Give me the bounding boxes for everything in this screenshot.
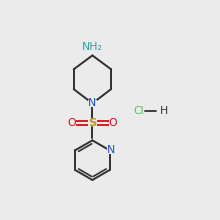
Bar [107,147,115,154]
Bar [88,100,97,107]
Text: NH₂: NH₂ [82,42,103,52]
Text: H: H [160,106,168,116]
Text: N: N [107,145,116,155]
Text: N: N [88,98,97,108]
Bar [109,119,116,126]
Bar [86,44,99,51]
Text: O: O [108,118,117,128]
Text: S: S [88,118,97,128]
Text: O: O [68,118,77,128]
Text: Cl: Cl [134,106,144,116]
Bar [69,119,76,126]
Bar [88,119,97,126]
